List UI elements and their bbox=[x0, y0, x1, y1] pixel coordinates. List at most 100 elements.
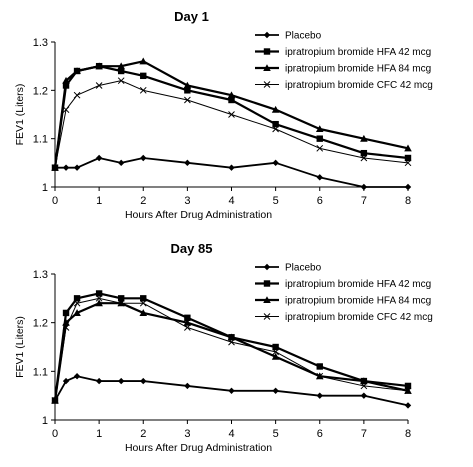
data-point bbox=[62, 106, 70, 114]
data-point bbox=[62, 76, 70, 84]
legend: Placebo ipratropium bromide HFA 42 mcg ipr… bbox=[255, 263, 433, 323]
legend-entry: ipratropium bromide HFA 42 mcg bbox=[255, 279, 431, 290]
data-point bbox=[184, 159, 191, 167]
x-tick-label: 7 bbox=[361, 195, 367, 207]
legend-label: Placebo bbox=[285, 31, 322, 42]
x-tick-label: 4 bbox=[228, 195, 234, 207]
data-point bbox=[404, 159, 412, 167]
y-axis-label: FEV1 (Liters) bbox=[14, 316, 26, 378]
data-point bbox=[139, 299, 147, 307]
data-point bbox=[51, 164, 59, 172]
data-point bbox=[184, 324, 191, 331]
data-point bbox=[117, 67, 125, 75]
data-point bbox=[316, 363, 323, 370]
data-point bbox=[117, 377, 125, 385]
legend-marker bbox=[263, 81, 271, 88]
data-point bbox=[73, 91, 81, 99]
data-point bbox=[360, 183, 368, 191]
data-point bbox=[183, 81, 192, 89]
data-point bbox=[95, 290, 103, 297]
data-point bbox=[117, 62, 125, 70]
data-point bbox=[183, 318, 192, 326]
legend-entry: ipratropium bromide HFA 84 mcg bbox=[255, 64, 431, 75]
data-point bbox=[271, 105, 280, 113]
x-tick-label: 4 bbox=[228, 428, 234, 440]
chart-title: Day 85 bbox=[171, 241, 213, 256]
legend-label: ipratropium bromide HFA 84 mcg bbox=[285, 64, 431, 75]
legend-label: ipratropium bromide HFA 42 mcg bbox=[285, 279, 431, 290]
data-point bbox=[227, 91, 236, 99]
y-tick-label: 1.2 bbox=[33, 85, 48, 97]
x-tick-label: 3 bbox=[184, 195, 190, 207]
x-tick-label: 7 bbox=[361, 428, 367, 440]
data-point bbox=[404, 154, 412, 162]
x-tick-label: 8 bbox=[405, 428, 411, 440]
chart-title: Day 1 bbox=[174, 9, 209, 24]
legend-marker bbox=[263, 48, 271, 55]
y-axis-label: FEV1 (Liters) bbox=[14, 84, 26, 146]
legend-marker bbox=[263, 296, 271, 304]
legend-entry: ipratropium bromide CFC 42 mcg bbox=[255, 80, 433, 91]
data-point bbox=[228, 111, 235, 118]
data-point bbox=[272, 348, 279, 356]
x-tick-label: 1 bbox=[96, 428, 102, 440]
data-point bbox=[117, 159, 125, 167]
data-point bbox=[139, 86, 147, 94]
data-point bbox=[184, 96, 191, 104]
legend-entry: ipratropium bromide CFC 42 mcg bbox=[255, 312, 433, 323]
data-point bbox=[227, 333, 236, 341]
data-point bbox=[316, 144, 324, 152]
data-point bbox=[140, 377, 147, 385]
data-point bbox=[73, 299, 81, 307]
x-tick-label: 6 bbox=[317, 195, 323, 207]
legend-marker bbox=[263, 31, 271, 39]
data-point bbox=[404, 387, 412, 395]
data-point bbox=[95, 154, 103, 162]
legend-label: Placebo bbox=[285, 263, 322, 274]
data-point bbox=[95, 377, 103, 385]
data-point bbox=[117, 295, 125, 302]
data-point bbox=[360, 154, 368, 162]
data-point bbox=[228, 387, 235, 394]
data-point bbox=[184, 314, 191, 321]
data-point bbox=[73, 373, 81, 380]
data-point bbox=[117, 77, 125, 85]
x-tick-label: 8 bbox=[405, 195, 411, 207]
legend-entry: ipratropium bromide HFA 84 mcg bbox=[255, 296, 431, 307]
data-point bbox=[316, 372, 324, 380]
y-tick-label: 1.1 bbox=[33, 366, 48, 378]
data-point bbox=[404, 402, 412, 409]
x-tick-label: 1 bbox=[96, 195, 102, 207]
legend-label: ipratropium bromide CFC 42 mcg bbox=[285, 312, 433, 323]
x-axis-label: Hours After Drug Administration bbox=[125, 442, 272, 454]
data-point bbox=[360, 392, 368, 399]
data-point bbox=[62, 377, 70, 385]
data-point bbox=[228, 338, 235, 346]
legend-marker bbox=[263, 280, 271, 287]
data-point bbox=[140, 295, 147, 302]
data-point bbox=[95, 299, 103, 307]
data-point bbox=[73, 67, 81, 75]
series-4 bbox=[51, 77, 412, 172]
data-point bbox=[51, 397, 59, 404]
y-tick-label: 1.1 bbox=[33, 134, 48, 146]
data-point bbox=[272, 125, 279, 133]
y-tick-label: 1.2 bbox=[33, 318, 48, 330]
x-tick-label: 2 bbox=[140, 428, 146, 440]
x-tick-label: 0 bbox=[52, 428, 58, 440]
legend-label: ipratropium bromide CFC 42 mcg bbox=[285, 80, 433, 91]
data-point bbox=[360, 382, 368, 390]
data-point bbox=[73, 309, 81, 316]
data-point bbox=[228, 96, 235, 104]
series-4 bbox=[51, 294, 412, 404]
data-point bbox=[95, 82, 103, 89]
data-point bbox=[184, 87, 191, 94]
series-1 bbox=[51, 154, 412, 191]
data-point bbox=[139, 57, 148, 65]
data-point bbox=[140, 72, 147, 80]
data-point bbox=[316, 174, 323, 181]
data-point bbox=[62, 164, 70, 171]
data-point bbox=[73, 295, 81, 302]
legend-label: ipratropium bromide HFA 84 mcg bbox=[285, 296, 431, 307]
x-tick-label: 0 bbox=[52, 195, 58, 207]
